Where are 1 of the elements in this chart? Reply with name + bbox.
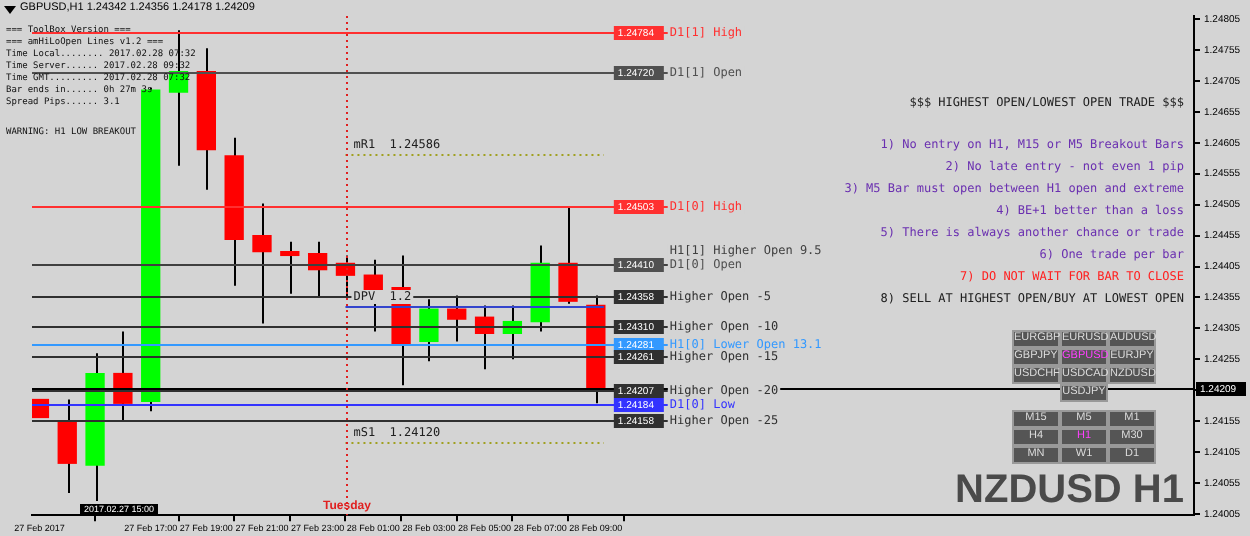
annotation: NZDUSD H1 xyxy=(955,468,1184,512)
